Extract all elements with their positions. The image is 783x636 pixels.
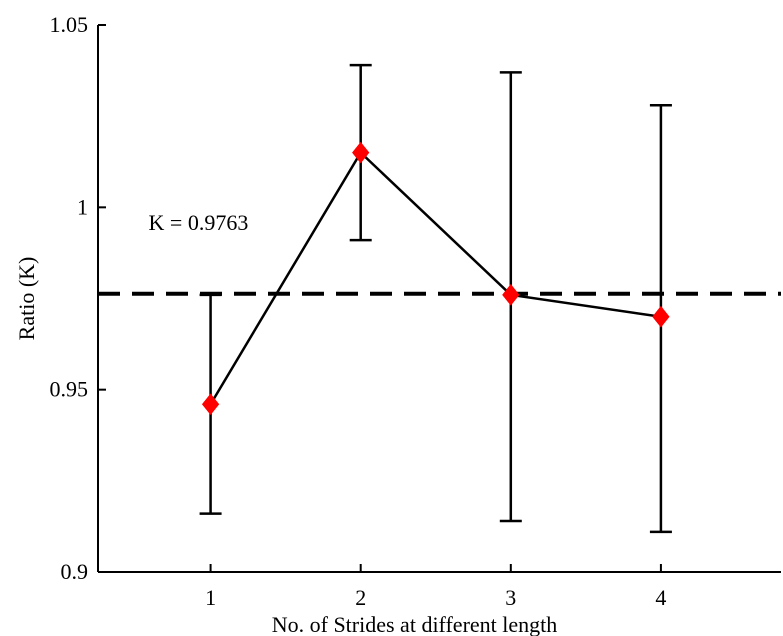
y-axis-title: Ratio (K)	[14, 257, 39, 341]
error-bars	[199, 63, 672, 534]
x-tick-label: 4	[655, 585, 666, 610]
y-tick-label: 0.95	[50, 377, 89, 402]
x-tick-label: 2	[355, 585, 366, 610]
x-tick-label: 3	[505, 585, 516, 610]
data-point-marker	[502, 284, 520, 306]
axes	[97, 25, 781, 573]
y-tick-label: 1	[77, 194, 88, 219]
x-ticks: 1 2 3 4	[205, 564, 666, 610]
y-ticks: 0.9 0.95 1 1.05	[50, 12, 106, 584]
data-point-marker	[652, 305, 670, 328]
series-line	[209, 150, 662, 405]
x-tick-label: 1	[205, 585, 216, 610]
y-tick-label: 0.9	[61, 559, 89, 584]
markers	[201, 141, 670, 416]
annotation-k-value: K = 0.9763	[149, 210, 249, 235]
y-tick-label: 1.05	[50, 12, 89, 37]
data-point-marker	[201, 393, 220, 416]
data-point-marker	[352, 141, 370, 164]
x-axis-title: No. of Strides at different length	[272, 612, 558, 636]
